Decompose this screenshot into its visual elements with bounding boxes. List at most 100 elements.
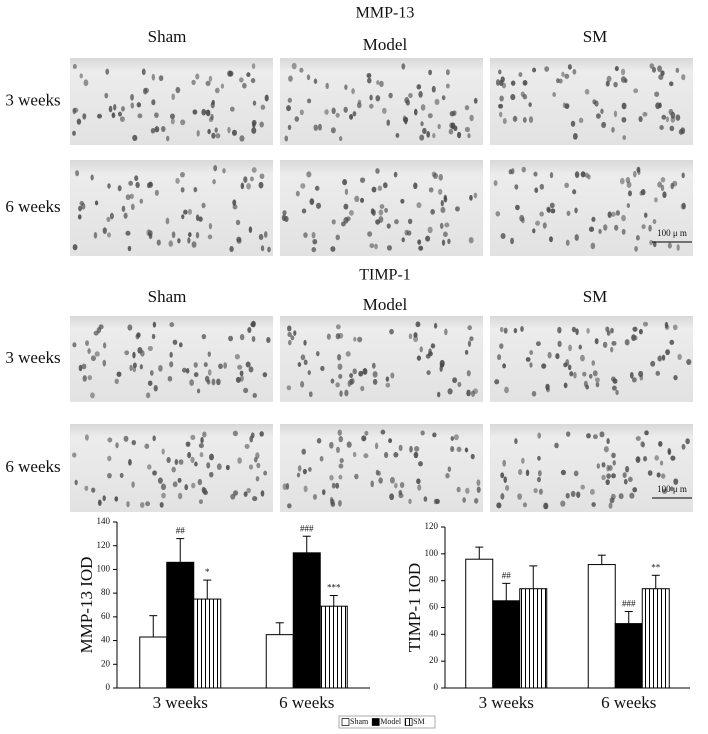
cell bbox=[641, 224, 646, 230]
cell bbox=[370, 480, 374, 488]
cell bbox=[601, 474, 606, 481]
cell bbox=[568, 344, 572, 352]
cell bbox=[654, 455, 660, 461]
cell bbox=[583, 380, 588, 388]
cell bbox=[136, 102, 142, 108]
cell bbox=[152, 321, 157, 328]
cell bbox=[229, 106, 235, 112]
cell bbox=[131, 440, 137, 446]
cell bbox=[595, 113, 601, 119]
cell bbox=[515, 204, 520, 211]
cell bbox=[198, 216, 203, 222]
cell bbox=[207, 234, 213, 240]
cell bbox=[166, 456, 171, 463]
cell bbox=[208, 117, 214, 123]
cell bbox=[246, 72, 251, 78]
cell bbox=[282, 483, 288, 491]
cell bbox=[330, 246, 336, 252]
cell bbox=[227, 126, 231, 134]
cell bbox=[96, 327, 102, 334]
cell bbox=[464, 105, 470, 111]
cell bbox=[194, 461, 198, 467]
cell bbox=[72, 63, 77, 69]
cell bbox=[532, 228, 536, 234]
column-label: SM bbox=[583, 287, 608, 306]
cell bbox=[107, 472, 112, 479]
cell bbox=[115, 442, 119, 449]
cell bbox=[467, 340, 472, 347]
cell bbox=[437, 188, 443, 195]
cell bbox=[376, 80, 380, 85]
cell bbox=[595, 381, 600, 388]
cell bbox=[240, 182, 245, 190]
cell bbox=[145, 501, 151, 507]
cell bbox=[313, 78, 318, 84]
cell bbox=[287, 339, 292, 346]
cell bbox=[611, 211, 616, 217]
cell bbox=[521, 457, 525, 464]
cell bbox=[113, 104, 117, 111]
cell bbox=[594, 377, 600, 383]
cell bbox=[467, 133, 471, 139]
cell bbox=[127, 324, 133, 331]
cell bbox=[564, 73, 570, 79]
cell bbox=[117, 185, 122, 192]
cell bbox=[467, 325, 472, 331]
cell bbox=[123, 435, 129, 442]
cell bbox=[72, 452, 77, 458]
cell bbox=[642, 321, 649, 327]
cell bbox=[185, 368, 190, 374]
cell bbox=[565, 492, 570, 499]
cell bbox=[512, 115, 518, 122]
cell bbox=[496, 502, 502, 509]
cell bbox=[420, 104, 426, 111]
y-axis-label: MMP-13 IOD bbox=[77, 557, 96, 654]
cell bbox=[598, 228, 602, 235]
cell bbox=[620, 68, 626, 76]
cell bbox=[151, 73, 156, 81]
cell bbox=[143, 87, 148, 95]
cell bbox=[239, 135, 245, 142]
cell bbox=[319, 456, 324, 462]
cell bbox=[415, 321, 421, 328]
cell bbox=[473, 97, 478, 104]
cell bbox=[432, 172, 438, 179]
cell bbox=[195, 73, 200, 80]
section-title: TIMP-1 bbox=[359, 267, 411, 284]
cell bbox=[119, 472, 124, 478]
cell bbox=[541, 363, 547, 369]
cell bbox=[649, 63, 655, 69]
cell bbox=[331, 107, 336, 115]
cell bbox=[529, 350, 534, 355]
scale-bar-label: 100 μ m bbox=[657, 484, 687, 494]
cell bbox=[108, 105, 113, 113]
legend-label: Model bbox=[380, 717, 402, 726]
cell bbox=[190, 456, 195, 464]
cell bbox=[170, 118, 175, 125]
cell bbox=[90, 392, 95, 399]
cell bbox=[582, 371, 587, 377]
cell bbox=[525, 469, 530, 477]
cell bbox=[393, 452, 399, 458]
cell bbox=[314, 185, 320, 191]
cell bbox=[592, 370, 598, 377]
cell bbox=[338, 474, 343, 480]
cell bbox=[84, 434, 89, 441]
cell bbox=[372, 362, 376, 369]
cell bbox=[171, 231, 176, 239]
cell bbox=[632, 170, 637, 178]
cell bbox=[588, 373, 593, 379]
cell bbox=[567, 364, 572, 371]
cell bbox=[560, 500, 566, 507]
legend-label: SM bbox=[413, 717, 425, 726]
cell bbox=[384, 207, 388, 213]
bar bbox=[139, 636, 168, 689]
cell bbox=[681, 202, 686, 210]
cell bbox=[426, 131, 431, 138]
cell bbox=[349, 114, 354, 120]
bar bbox=[193, 598, 222, 689]
cell bbox=[621, 228, 626, 235]
cell bbox=[102, 495, 106, 502]
cell bbox=[301, 448, 307, 455]
cell bbox=[677, 353, 682, 360]
